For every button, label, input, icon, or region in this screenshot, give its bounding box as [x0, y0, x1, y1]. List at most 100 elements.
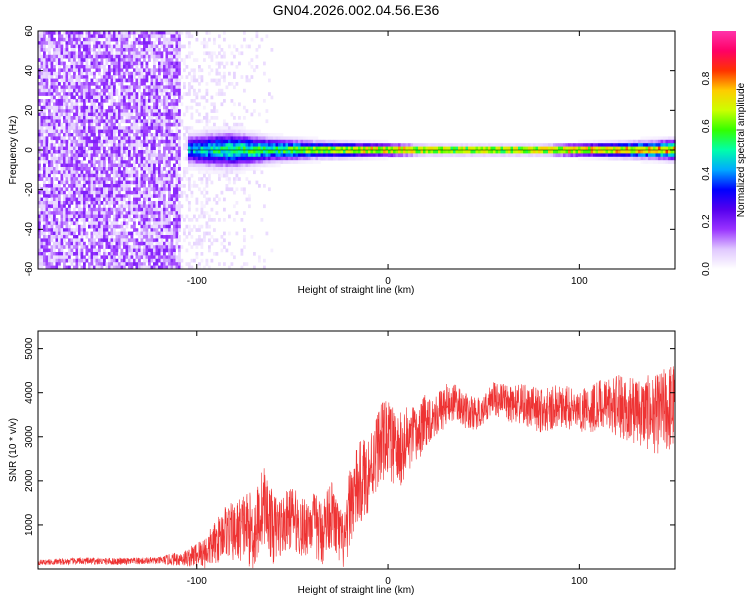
spectrogram-cell: [100, 180, 104, 185]
spectrogram-cell: [73, 194, 76, 198]
spectrogram-cell: [195, 92, 199, 96]
spectrogram-cell: [378, 139, 381, 144]
spectrogram-cell: [75, 122, 79, 127]
spectrogram-cell: [53, 143, 56, 147]
spectrogram-cell: [105, 68, 109, 73]
spectrogram-cell: [80, 207, 84, 212]
spectrogram-cell: [143, 122, 146, 127]
spectrogram-cell: [108, 245, 111, 249]
spectrogram-cell: [568, 143, 571, 147]
spectrogram-cell: [78, 167, 81, 171]
spectrogram-cell: [103, 170, 106, 175]
spectrogram-cell: [38, 153, 41, 158]
spectrogram-cell: [43, 31, 46, 35]
spectrogram-cell: [275, 163, 279, 168]
spectrogram-cell: [585, 143, 589, 147]
spectrogram-cell: [105, 75, 109, 79]
spectrogram-cell: [80, 51, 84, 56]
spectrogram-cell: [38, 228, 41, 232]
spectrogram-cell: [520, 153, 524, 158]
spectrogram-cell: [98, 41, 101, 45]
spectrogram-cell: [140, 146, 144, 151]
spectrogram-cell: [38, 252, 41, 256]
spectrogram-cell: [100, 235, 104, 239]
spectrogram-cell: [80, 163, 84, 168]
spectrogram-cell: [235, 156, 239, 161]
spectrogram-cell: [175, 218, 179, 222]
spectrogram-cell: [110, 133, 114, 137]
spectrogram-cell: [78, 126, 81, 130]
spectrogram-cell: [208, 156, 211, 161]
spectrogram-cell: [155, 184, 159, 188]
spectrogram-cell: [88, 99, 91, 103]
spectrogram-cell: [78, 262, 81, 266]
spectrogram-cell: [60, 129, 64, 134]
spectrogram-cell: [503, 153, 506, 158]
spectrogram-cell: [43, 88, 46, 93]
spectrogram-cell: [68, 211, 71, 215]
spectrogram-cell: [78, 180, 81, 185]
spectrogram-cell: [200, 241, 204, 246]
spectrogram-cell: [70, 82, 74, 86]
spectrogram-cell: [243, 150, 246, 154]
spectrogram-cell: [168, 133, 171, 137]
spectrogram-cell: [68, 122, 71, 127]
spectrogram-cell: [163, 129, 166, 134]
spectrogram-cell: [190, 167, 194, 171]
spectrogram-cell: [100, 262, 104, 266]
spectrogram-cell: [153, 126, 156, 130]
spectrogram-cell: [38, 190, 41, 195]
spectrogram-cell: [70, 150, 74, 154]
spectrogram-cell: [43, 85, 46, 90]
spectrogram-cell: [383, 143, 386, 147]
spectrogram-cell: [90, 105, 94, 110]
spectrogram-cell: [445, 153, 449, 158]
spectrogram-cell: [355, 153, 359, 158]
spectrogram-cell: [450, 143, 454, 147]
spectrogram-cell: [135, 122, 139, 127]
spectrogram-cell: [105, 82, 109, 86]
spectrogram-cell: [88, 187, 91, 192]
spectrogram-cell: [65, 109, 69, 113]
spectrogram-cell: [70, 122, 74, 127]
spectrogram-cell: [228, 82, 231, 86]
spectrogram-cell: [103, 150, 106, 154]
spectrogram-cell: [128, 71, 131, 76]
spectrogram-cell: [138, 58, 141, 62]
spectrogram-cell: [98, 31, 101, 35]
spectrogram-cell: [205, 126, 209, 130]
spectrogram-cell: [88, 221, 91, 226]
spectrogram-cell: [45, 235, 49, 239]
spectrogram-cell: [135, 153, 139, 158]
spectrogram-cell: [288, 136, 291, 141]
spectrogram-cell: [170, 245, 174, 249]
spectrogram-cell: [175, 180, 179, 185]
spectrogram-cell: [240, 75, 244, 79]
spectrogram-cell: [78, 231, 81, 236]
spectrogram-cell: [255, 136, 259, 141]
spectrogram-cell: [148, 37, 151, 42]
spectrogram-cell: [100, 119, 104, 124]
spectrogram-cell: [160, 258, 164, 263]
spectrogram-cell: [138, 109, 141, 113]
spectrogram-cell: [98, 78, 101, 83]
spectrogram-cell: [160, 177, 164, 181]
spectrogram-cell: [175, 54, 179, 59]
spectrogram-cell: [113, 167, 116, 171]
spectrogram-cell: [255, 143, 259, 147]
spectrogram-cell: [178, 211, 181, 215]
chart-title: GN04.2026.002.04.56.E36: [273, 2, 440, 18]
spectrogram-cell: [145, 99, 149, 103]
spectrogram-cell: [173, 207, 176, 212]
spectrogram-cell: [575, 153, 579, 158]
spectrogram-cell: [158, 41, 161, 45]
spectrogram-cell: [283, 150, 286, 154]
spectrogram-cell: [140, 143, 144, 147]
spectrogram-cell: [210, 126, 214, 130]
spectrogram-cell: [130, 109, 134, 113]
spectrogram-cell: [163, 201, 166, 205]
spectrogram-cell: [53, 207, 56, 212]
spectrogram-cell: [305, 156, 309, 161]
spectrogram-cell: [103, 139, 106, 144]
spectrogram-cell: [210, 146, 214, 151]
